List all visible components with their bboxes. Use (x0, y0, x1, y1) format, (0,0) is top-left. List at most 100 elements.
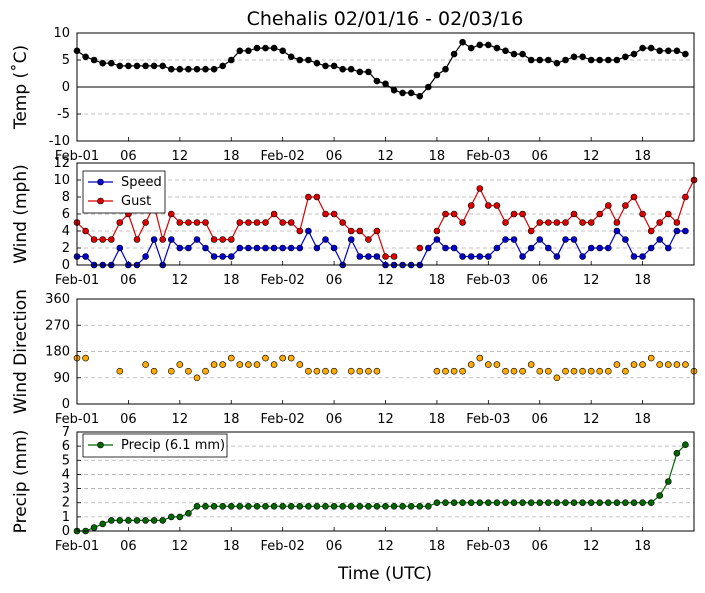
data-point (553, 219, 561, 226)
data-point (202, 219, 209, 226)
data-point (442, 65, 449, 73)
data-point (202, 367, 209, 375)
y-axis-title: Wind (mph) (11, 164, 31, 264)
series-gust (73, 176, 698, 260)
data-point (579, 53, 586, 61)
figure-title: Chehalis 02/01/16 - 02/03/16 (247, 8, 524, 30)
data-point (682, 193, 689, 201)
data-point (587, 367, 595, 375)
data-point (287, 219, 295, 226)
data-point (416, 244, 424, 252)
data-point (133, 62, 141, 70)
x-tick-label: 12 (172, 149, 189, 164)
data-point (365, 502, 372, 510)
data-point (433, 367, 441, 375)
data-point (176, 361, 184, 368)
data-point (476, 253, 484, 260)
x-tick-label: Feb-01 (55, 539, 99, 554)
data-point (150, 367, 158, 375)
data-point (305, 227, 312, 235)
data-point (476, 41, 484, 49)
data-point (570, 367, 578, 375)
legend-swatch-marker (97, 197, 104, 205)
data-point (245, 219, 252, 226)
data-point (339, 219, 347, 226)
data-point (527, 361, 535, 368)
data-point (596, 499, 604, 507)
x-tick-label: 12 (583, 149, 600, 164)
x-tick-label: 18 (223, 539, 240, 554)
data-point (484, 41, 492, 49)
data-point (185, 65, 192, 73)
data-point (322, 210, 329, 218)
data-point (176, 219, 184, 226)
data-point (373, 253, 381, 260)
data-point (116, 517, 124, 524)
data-point (296, 361, 304, 368)
data-point (219, 253, 226, 260)
data-point (245, 361, 252, 368)
data-point (373, 502, 381, 510)
data-point (356, 502, 364, 510)
data-point (82, 354, 89, 362)
x-tick-label: 12 (583, 273, 600, 288)
y-tick-label: 3 (62, 482, 70, 497)
data-point (116, 367, 124, 375)
data-point (502, 236, 509, 243)
x-tick-label: Feb-03 (466, 149, 510, 164)
data-point (647, 44, 655, 52)
data-point (322, 62, 329, 70)
data-point (544, 244, 552, 252)
series-speed (73, 227, 689, 269)
data-point (493, 44, 501, 52)
data-point (390, 253, 398, 260)
data-point (519, 367, 526, 375)
data-point (253, 244, 261, 252)
x-tick-label: 12 (377, 539, 394, 554)
data-point (639, 361, 646, 368)
data-point (176, 513, 184, 521)
data-point (493, 244, 501, 252)
data-point (236, 361, 244, 368)
data-point (544, 499, 552, 507)
data-point (467, 253, 475, 260)
data-point (639, 253, 646, 260)
data-point (613, 361, 621, 368)
data-point (647, 354, 655, 362)
data-point (159, 62, 166, 70)
y-tick-label: 5 (62, 453, 70, 468)
data-point (99, 59, 106, 67)
data-point (656, 47, 664, 55)
x-tick-label: Feb-03 (466, 273, 510, 288)
data-point (579, 499, 586, 507)
data-point (510, 236, 518, 243)
x-tick-label: 18 (429, 273, 446, 288)
data-point (313, 193, 321, 201)
x-tick-label: 18 (223, 149, 240, 164)
data-point (228, 502, 235, 510)
data-point (570, 499, 578, 507)
data-point (587, 499, 595, 507)
data-point (219, 236, 226, 243)
data-point (236, 219, 244, 226)
y-tick-label: 0 (62, 397, 70, 412)
data-point (322, 236, 329, 243)
data-point (313, 367, 321, 375)
x-tick-label: 06 (326, 273, 343, 288)
data-point (682, 441, 689, 449)
data-point (339, 65, 347, 73)
data-point (365, 253, 372, 260)
data-point (99, 236, 106, 243)
data-point (399, 89, 406, 97)
y-tick-label: 90 (53, 371, 70, 386)
data-point (416, 92, 424, 100)
data-point (82, 227, 89, 235)
data-point (604, 499, 612, 507)
data-point (510, 50, 518, 58)
data-point (313, 244, 321, 252)
x-tick-label: Feb-03 (466, 412, 510, 427)
x-tick-label: Feb-02 (261, 273, 305, 288)
data-point (150, 62, 158, 70)
